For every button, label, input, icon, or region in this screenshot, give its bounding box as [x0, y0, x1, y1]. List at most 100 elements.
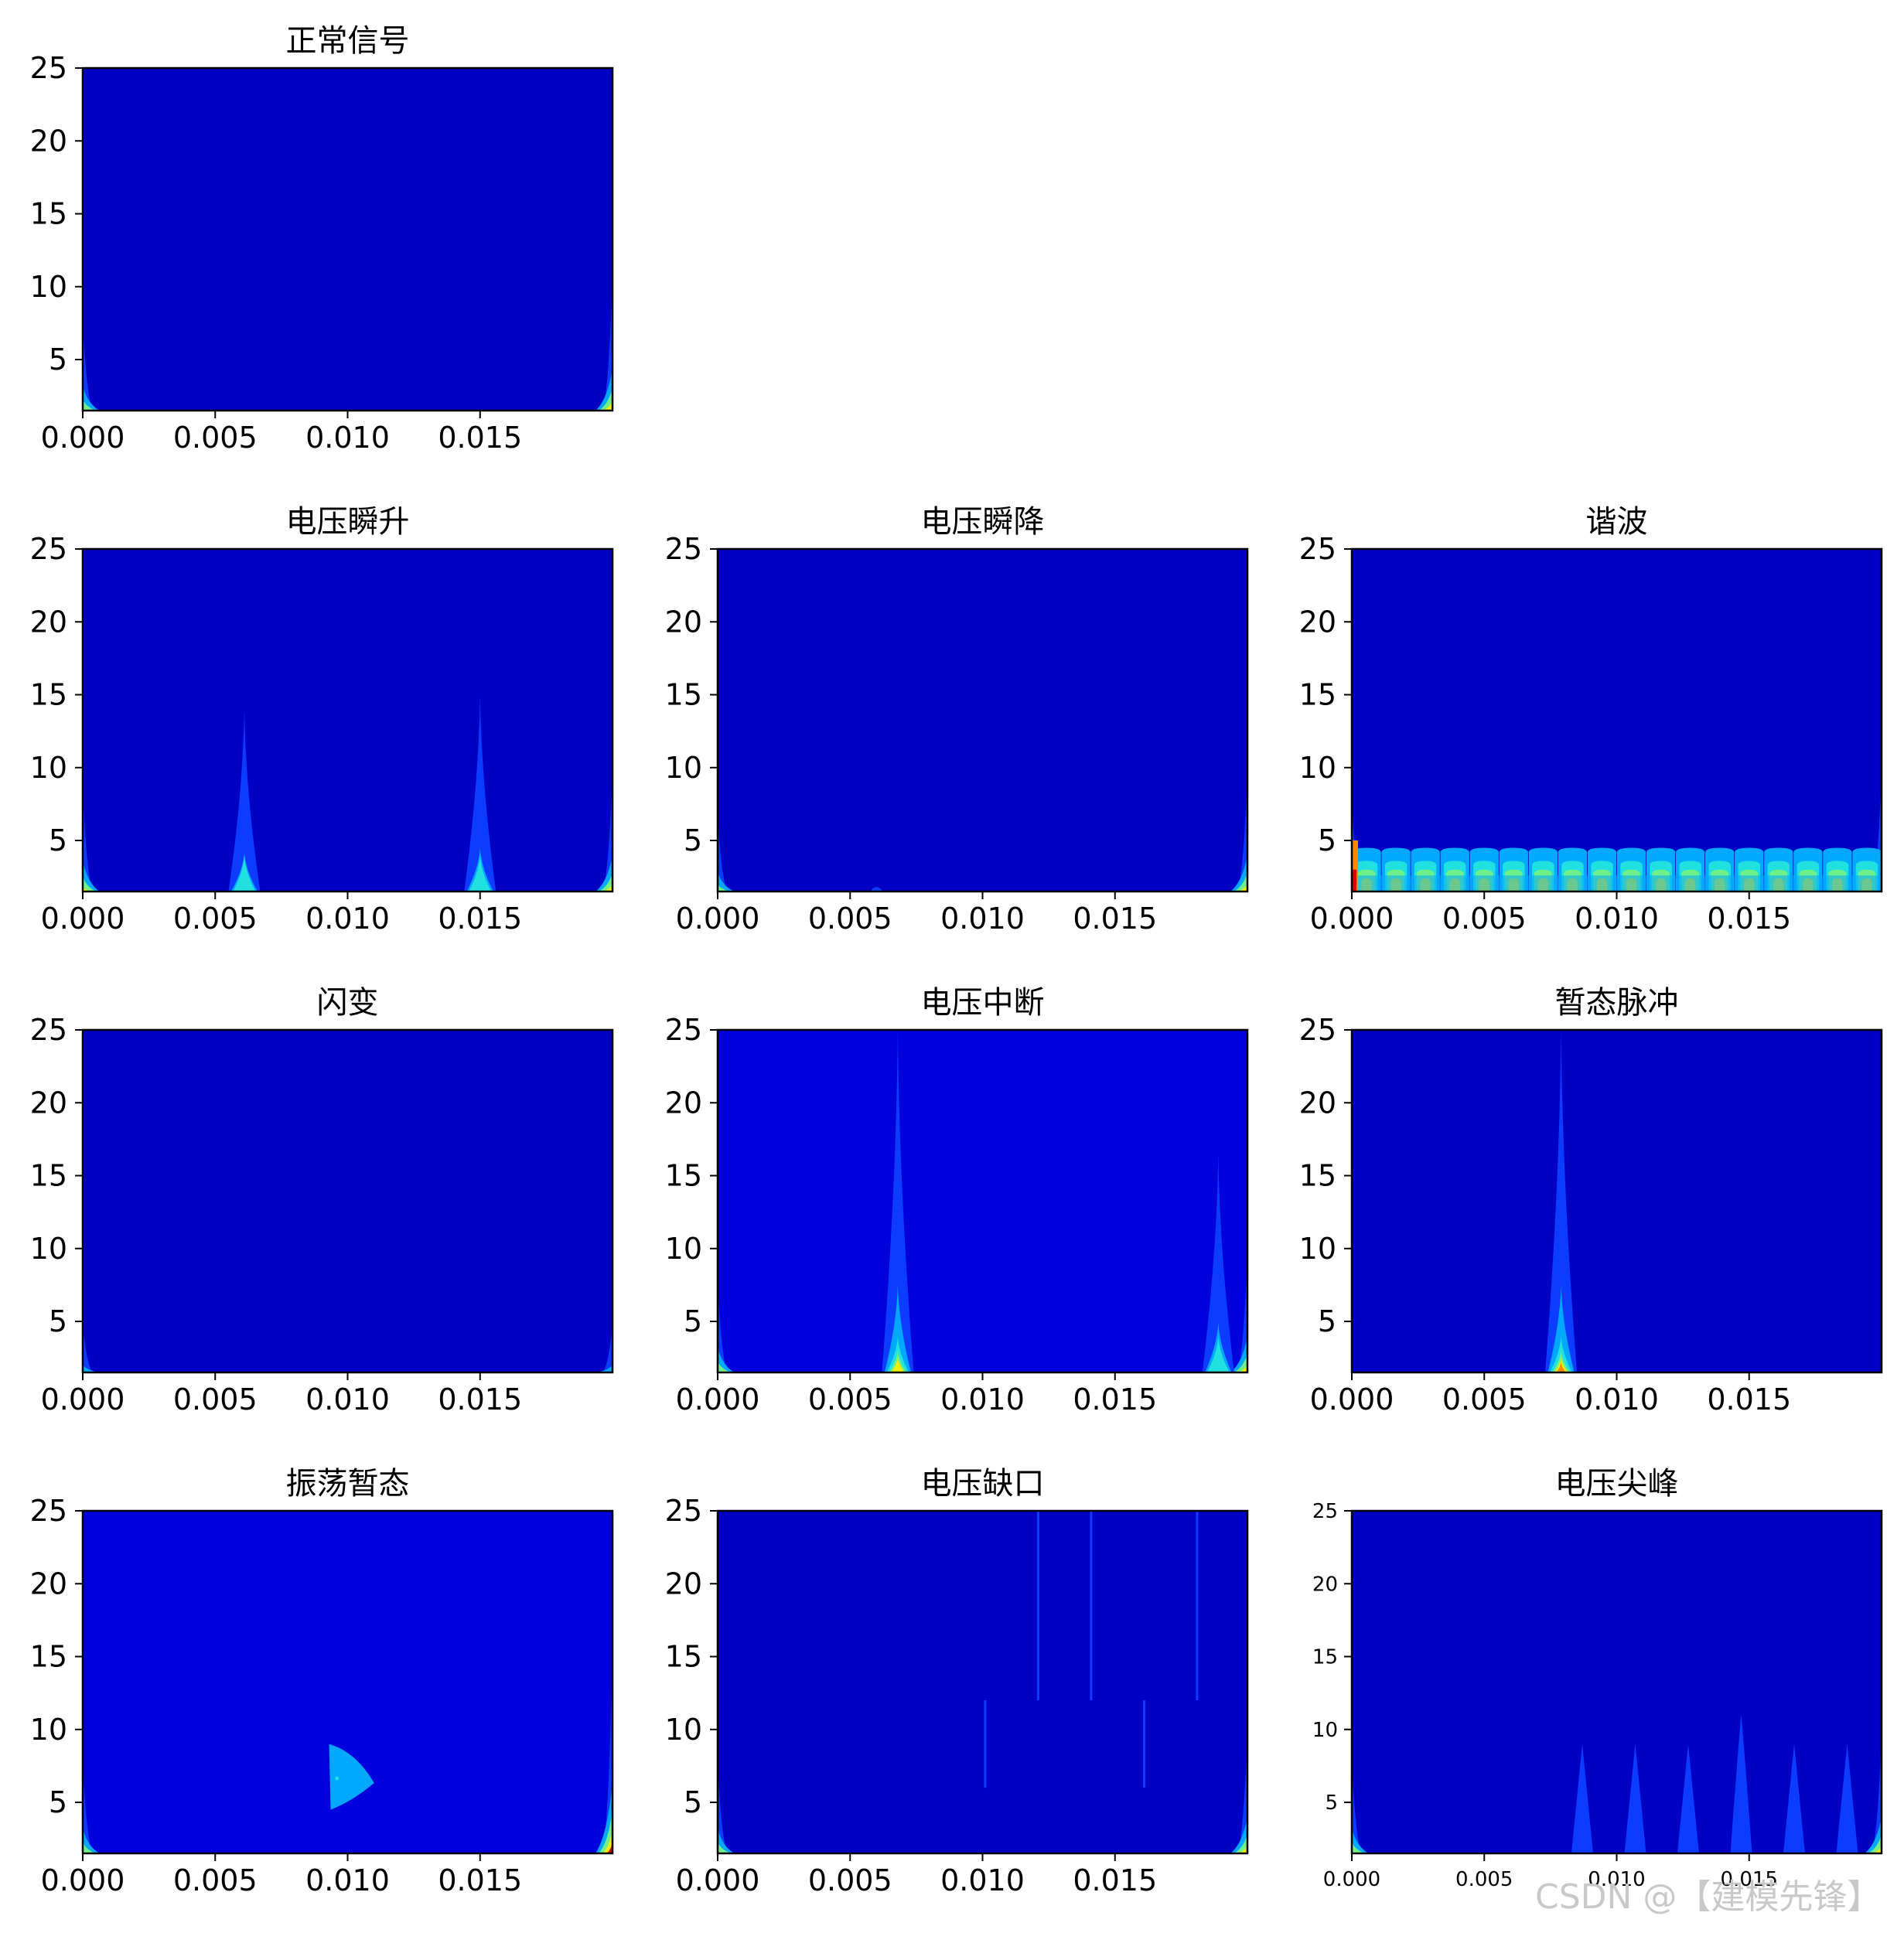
feature-2-edge-right-level-1 — [603, 271, 612, 411]
feature-3-spike-level-1 — [228, 709, 261, 891]
feature-1-edge-left-level-3 — [718, 1843, 732, 1853]
feature-2-edge-right-level-3 — [1868, 1834, 1882, 1853]
feature-1-edge-left-level-2 — [83, 861, 100, 891]
y-tick-label: 10 — [665, 1713, 702, 1747]
feature-1-spike-level-1 — [1545, 1030, 1578, 1372]
y-tick-label: 15 — [1312, 1646, 1338, 1669]
feature-4-narrow-peak — [1624, 1744, 1646, 1853]
x-tick-label: 0.005 — [173, 421, 258, 455]
y-tick-label: 10 — [665, 751, 702, 785]
x-tick-label: 0.010 — [1588, 1868, 1645, 1891]
x-tick-label: 0.010 — [940, 1863, 1025, 1897]
y-tick-label: 5 — [49, 343, 67, 377]
feature-1-edge-left-level-3 — [83, 1843, 97, 1853]
y-tick-label: 15 — [665, 678, 702, 712]
feature-2-edge-right-level-4 — [1237, 1365, 1247, 1372]
x-tick-label: 0.000 — [676, 1382, 760, 1417]
feature-2-edge-right-level-1 — [1872, 1729, 1882, 1853]
y-tick-label: 5 — [49, 1785, 67, 1819]
x-tick-label: 0.010 — [940, 902, 1025, 936]
y-tick-label: 5 — [1318, 1304, 1336, 1338]
feature-1-edge-left-level-2 — [83, 1828, 100, 1853]
x-tick-label: 0.015 — [438, 421, 522, 455]
plot-area — [718, 1511, 1247, 1853]
y-tick-label: 5 — [684, 823, 702, 857]
y-tick-label: 5 — [1318, 823, 1336, 857]
x-tick-label: 0.000 — [676, 1863, 760, 1897]
feature-5-narrow-peak — [1677, 1744, 1699, 1853]
x-tick-label: 0.015 — [1073, 1863, 1157, 1897]
feature-1-edge-left-level-1 — [83, 315, 92, 411]
feature-1-edge-left-level-3 — [83, 876, 97, 891]
feature-1-edge-left-level-2 — [718, 872, 735, 891]
plot-area — [718, 549, 1247, 891]
x-tick-label: 0.010 — [940, 1382, 1025, 1417]
x-tick-label: 0.000 — [41, 1382, 125, 1417]
x-tick-label: 0.000 — [1310, 1382, 1394, 1417]
panel-9: 0.000 0.005 0.010 0.015 5 10 15 20 25 电压缺口 — [665, 1466, 1249, 1897]
y-tick-label: 10 — [30, 1232, 67, 1266]
feature-1-edge-left-level-1 — [718, 1758, 727, 1853]
y-tick-label: 10 — [1299, 1232, 1336, 1266]
y-tick-label: 5 — [1325, 1792, 1338, 1815]
feature-2-edge-right-level-2 — [1230, 854, 1247, 891]
feature-3-spike-level-2 — [884, 1284, 912, 1372]
panel-title: 正常信号 — [286, 23, 410, 59]
feature-4-spike-level-3 — [469, 854, 492, 891]
y-tick-label: 10 — [1312, 1719, 1338, 1742]
x-tick-label: 0.015 — [1721, 1868, 1778, 1891]
x-tick-label: 0.000 — [1310, 902, 1394, 936]
feature-2-edge-right-level-2 — [595, 854, 612, 891]
y-tick-label: 20 — [30, 1567, 67, 1601]
x-tick-label: 0.015 — [1707, 902, 1791, 936]
x-tick-label: 0.010 — [1575, 1382, 1659, 1417]
y-tick-label: 25 — [665, 1494, 702, 1528]
y-tick-label: 20 — [30, 605, 67, 639]
panel-2: 0.000 0.005 0.010 0.015 5 10 15 20 25 电压瞬升 — [30, 504, 614, 936]
panel-3: 0.000 0.005 0.010 0.015 5 10 15 20 25 电压瞬降 — [665, 504, 1249, 936]
plot-area — [1352, 1511, 1882, 1853]
x-tick-label: 0.015 — [438, 1863, 522, 1897]
background-field — [718, 1511, 1247, 1853]
background-field — [1352, 1030, 1882, 1372]
y-tick-label: 5 — [49, 823, 67, 857]
y-tick-label: 10 — [30, 1713, 67, 1747]
panel-title: 谐波 — [1586, 504, 1648, 540]
y-tick-label: 15 — [665, 1159, 702, 1193]
feature-1-spike-level-2 — [1547, 1284, 1575, 1372]
y-tick-label: 20 — [30, 124, 67, 158]
feature-3-harmonic-band-left-core — [1352, 869, 1356, 891]
y-tick-label: 25 — [30, 1494, 67, 1528]
feature-2-edge-right-level-1 — [603, 767, 612, 891]
feature-1-edge-left-level-3 — [718, 885, 732, 891]
y-tick-label: 20 — [665, 1567, 702, 1601]
feature-2-edge-right-level-2 — [1230, 1335, 1247, 1372]
x-tick-label: 0.005 — [808, 1382, 892, 1417]
x-tick-label: 0.005 — [1442, 902, 1527, 936]
watermark: CSDN @【建模先锋】 — [1535, 1877, 1881, 1917]
feature-1-edge-left-level-2 — [718, 1828, 735, 1853]
feature-3-vline — [984, 1700, 987, 1788]
x-tick-label: 0.005 — [173, 902, 258, 936]
panel-1: 0.000 0.005 0.010 0.015 5 10 15 20 25 正常信号 — [30, 23, 614, 455]
feature-2-edge-right-level-4 — [1237, 884, 1247, 891]
feature-2-edge-right-level-4 — [602, 884, 612, 891]
feature-7-vline — [1196, 1511, 1199, 1701]
feature-3-narrow-peak — [1571, 1744, 1593, 1853]
y-tick-label: 15 — [665, 1640, 702, 1674]
x-tick-label: 0.000 — [41, 1863, 125, 1897]
plot-area — [83, 549, 612, 891]
panel-title: 电压缺口 — [921, 1466, 1045, 1502]
y-tick-label: 20 — [1299, 1086, 1336, 1120]
feature-1-edge-left-level-1 — [718, 1277, 727, 1372]
plot-area — [83, 1511, 612, 1853]
panel-10: 0.000 0.005 0.010 0.015 5 10 15 20 25 电压尖峰 — [1312, 1466, 1883, 1891]
feature-3-spike-level-3 — [233, 854, 256, 891]
x-tick-label: 0.000 — [1323, 1868, 1380, 1891]
feature-1-edge-left-level-1 — [718, 811, 727, 891]
y-tick-label: 20 — [30, 1086, 67, 1120]
y-tick-label: 20 — [665, 1086, 702, 1120]
panel-title: 电压瞬升 — [286, 504, 410, 540]
panel-7: 0.000 0.005 0.010 0.015 5 10 15 20 25 暂态脉冲 — [1299, 985, 1883, 1417]
y-tick-label: 25 — [1299, 1013, 1336, 1047]
